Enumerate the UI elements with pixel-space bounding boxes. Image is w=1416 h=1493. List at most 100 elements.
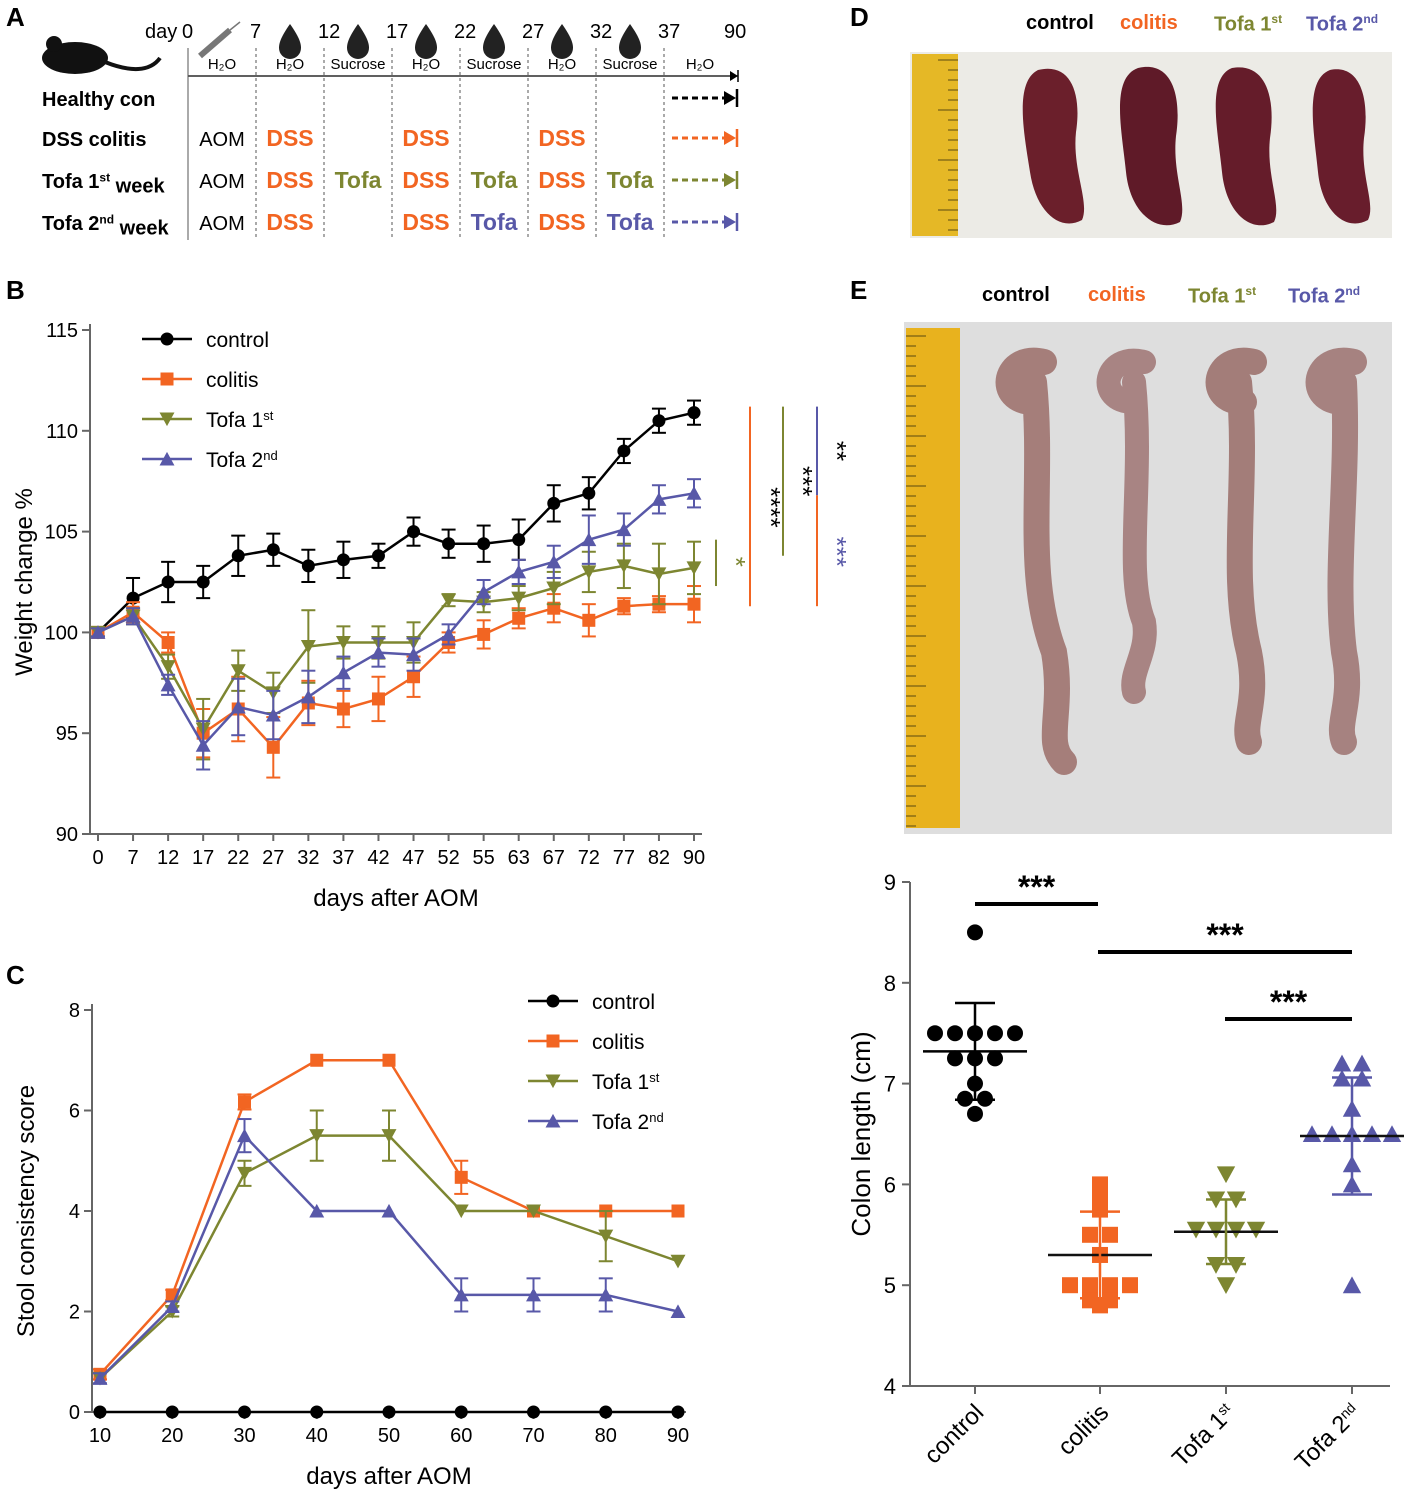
data-point [230, 664, 246, 678]
mouse-icon [42, 36, 162, 74]
data-point [599, 1405, 613, 1419]
data-point [371, 692, 385, 706]
significance-stars: ** [822, 441, 852, 461]
legend-label: colitis [206, 369, 259, 392]
water-label: H₂O [412, 56, 440, 73]
colon-tofa2 [1305, 347, 1367, 755]
legend-marker [159, 451, 175, 466]
y-tick-label: 9 [884, 870, 896, 895]
data-point [1122, 1277, 1138, 1294]
drop-icon [483, 24, 505, 59]
data-point [92, 1371, 108, 1385]
follow-up-arrowhead [724, 91, 736, 105]
legend-label: Tofa 2nd [592, 1110, 664, 1134]
y-tick-label: 6 [69, 1101, 80, 1123]
x-tick-label: 0 [92, 847, 103, 869]
series-line [97, 492, 695, 748]
day-tick-label: 17 [386, 21, 408, 43]
data-point [670, 1304, 686, 1318]
data-point [1092, 1201, 1108, 1218]
data-point [1102, 1277, 1118, 1294]
data-point [195, 738, 211, 752]
y-tick-label: 6 [884, 1172, 896, 1197]
data-point [165, 1405, 179, 1419]
x-tick-label: 72 [578, 847, 600, 869]
data-point [1206, 1221, 1226, 1239]
panel-letter-c: C [6, 960, 25, 990]
drop-icon [415, 24, 437, 59]
legend-label: Tofa 1st [206, 408, 274, 432]
treatment-cell: AOM [199, 129, 245, 151]
y-tick-label: 7 [884, 1072, 896, 1097]
day-tick-label: 0 [182, 21, 193, 43]
data-point [309, 1203, 325, 1218]
water-label: Sucrose [602, 56, 657, 73]
y-tick-label: 5 [884, 1273, 896, 1298]
significance-stars: *** [1206, 917, 1244, 953]
colon-control [995, 347, 1077, 775]
y-tick-label: 115 [46, 320, 78, 342]
drop-icon [619, 24, 641, 59]
data-point [160, 677, 176, 692]
photo-label-tofa1: Tofa 1st [1188, 284, 1257, 308]
spleen-illustration [912, 54, 1371, 236]
y-tick-label: 0 [69, 1402, 80, 1424]
stool-score-chart: 0 2 4 6 8 10 20 30 40 50 60 70 80 90 days after AOM Sto… [13, 991, 689, 1490]
x-tick-label: 67 [543, 847, 565, 869]
data-point [238, 1405, 251, 1419]
data-point [947, 1025, 963, 1042]
legend-label: Tofa 1st [592, 1070, 660, 1094]
data-point [1082, 1226, 1098, 1243]
data-point [616, 559, 632, 574]
data-point [301, 559, 315, 573]
x-tick-label: 90 [667, 1425, 689, 1447]
legend-label: control [206, 329, 269, 352]
data-point [1246, 1221, 1266, 1239]
panel-letter-d: D [850, 2, 869, 32]
x-tick-label: 20 [161, 1425, 183, 1447]
x-tick-label: 42 [367, 847, 389, 869]
x-tick-label: 27 [262, 847, 284, 869]
drop-icon [347, 24, 369, 59]
drop-shape [551, 24, 573, 59]
spleen-colitis [1120, 66, 1183, 226]
data-point [1302, 1125, 1322, 1142]
day-tick-label: 32 [590, 21, 612, 43]
data-point [310, 1405, 324, 1419]
y-axis-title: Stool consistency score [13, 1085, 40, 1337]
data-point [1322, 1125, 1342, 1142]
drop-shape [483, 24, 505, 59]
x-tick-label: Tofa 1st [1167, 1399, 1240, 1472]
timeline-arrowhead [730, 71, 738, 81]
y-axis-title: Colon length (cm) [846, 1031, 876, 1236]
data-point [266, 543, 280, 557]
photo-label-control: control [1026, 12, 1094, 34]
data-point [237, 1128, 252, 1143]
x-tick-label: 40 [306, 1425, 328, 1447]
legend-marker [160, 332, 174, 346]
group-row-label: Tofa 2nd week [42, 212, 169, 239]
legend: control colitis Tofa 1st Tofa 2nd [528, 991, 664, 1134]
data-point [671, 1405, 685, 1419]
water-label: Sucrose [330, 56, 385, 73]
panel-letter-a: A [6, 2, 25, 32]
data-point [1216, 1166, 1236, 1184]
data-point [616, 522, 632, 537]
data-point [453, 1287, 469, 1302]
significance-stars: * [721, 557, 751, 567]
experiment-schematic: day 0 7 12 17 22 27 32 37 90 H₂O H₂O Sucrose H₂O Sucro… [42, 21, 746, 240]
day-tick-label: 37 [658, 21, 680, 43]
drop-shape [347, 24, 369, 59]
data-point [546, 554, 562, 569]
x-tick-label: colitis [1053, 1399, 1115, 1461]
series-control [93, 1405, 685, 1419]
legend-label: control [592, 991, 655, 1014]
data-point [441, 627, 457, 641]
day-tick-label: 27 [522, 21, 544, 43]
drop-shape [279, 24, 301, 59]
data-point [987, 1050, 1003, 1067]
data-point [511, 564, 527, 579]
data-point [687, 406, 701, 420]
spleen-control [1022, 68, 1085, 224]
